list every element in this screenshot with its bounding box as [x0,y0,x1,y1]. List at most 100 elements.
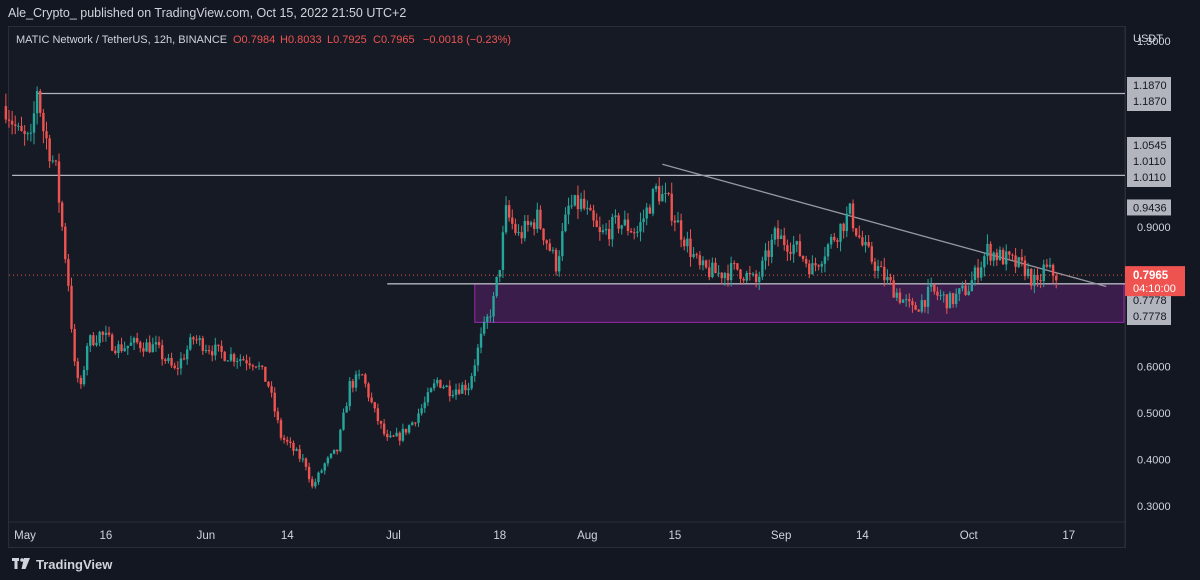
candle-body [17,125,20,127]
candle-body [642,218,645,223]
candle-body [257,365,261,367]
price-axis-tick: 0.4000 [1137,455,1171,467]
candle-body [876,266,880,271]
candle-body [414,422,417,424]
candle-body [217,344,220,346]
time-axis-label: 14 [856,530,869,542]
candle-body [789,251,792,254]
candle-body [526,220,530,225]
candle-body [514,223,517,233]
candle-body [248,363,251,366]
level-badge-group [1127,137,1171,187]
candle-body [404,428,408,433]
candle-body [748,272,752,275]
candle-body [14,124,17,126]
candle-body [1030,268,1033,286]
candle-body [251,365,255,367]
candle-body [501,232,505,271]
candle-body [1017,257,1020,267]
candle-body [270,386,273,393]
candle-body [132,338,136,343]
candle-body [239,359,242,361]
candle-body [926,287,930,307]
candle-body [658,185,661,202]
downtrend-line[interactable] [662,163,1107,288]
tradingview-logo[interactable]: TradingView [12,557,112,572]
candle-body [182,358,186,360]
price-axis-unit: USDT [1133,33,1163,45]
candle-body [629,231,633,233]
time-axis-label: 17 [1062,530,1075,542]
candle-body [808,263,811,275]
support-zone[interactable] [474,283,1125,323]
candle-body [276,411,280,421]
candle-body [85,345,89,370]
candle-body [351,381,355,388]
candle-body [636,231,639,233]
candle-body [942,294,945,296]
candle-body [185,349,189,360]
candle-body [167,357,170,361]
candle-body [773,228,777,240]
candle-body [898,292,902,303]
candle-body [729,263,733,281]
candle-body [179,358,183,369]
candle-body [1020,257,1024,261]
candle-body [664,193,667,195]
candle-body [311,479,314,487]
candle-body [504,205,508,233]
candle-body [373,402,376,409]
candle-body [564,214,567,232]
candle-body [579,198,583,210]
candle-body [114,350,117,354]
candle-body [751,273,755,275]
candle-body [451,394,455,397]
candle-body [698,255,702,266]
candle-body [551,249,555,251]
candle-body [758,276,761,282]
candle-body [1055,275,1058,281]
candle-body [389,435,392,438]
time-axis-label: Oct [960,530,979,542]
candle-body [45,131,48,139]
candle-body [370,397,373,403]
candle-body [364,374,367,384]
candle-body [357,374,361,376]
candle-body [592,210,595,221]
candle-body [586,207,589,209]
candle-body [676,220,680,223]
candle-body [936,291,939,296]
candle-body [326,457,330,464]
time-axis-label: Aug [577,530,597,542]
candle-body [1005,251,1008,265]
candle-body [786,245,789,252]
candle-body [908,299,911,302]
candle-body [958,288,961,294]
candle-body [1023,260,1027,277]
candle-body [1048,264,1052,267]
candle-body [70,285,73,329]
candle-body [542,228,545,241]
candle-body [489,316,492,318]
candle-body [170,357,173,366]
candle-body [604,228,608,231]
candle-body [195,339,198,341]
candle-body [4,106,8,120]
candle-body [811,263,814,275]
candle-body [442,387,445,389]
candle-body [704,260,708,268]
candle-body [123,348,126,352]
candle-body [423,402,426,409]
candle-body [798,241,802,257]
candle-body [873,261,877,271]
candle-body [264,366,267,382]
candle-body [139,342,142,349]
price-axis-tick: 1.3000 [1137,36,1171,48]
candle-body [304,458,308,467]
candle-body [407,425,411,433]
candle-body [457,389,461,394]
candle-body [439,379,442,388]
candle-body [429,388,433,393]
candle-body [754,273,758,282]
